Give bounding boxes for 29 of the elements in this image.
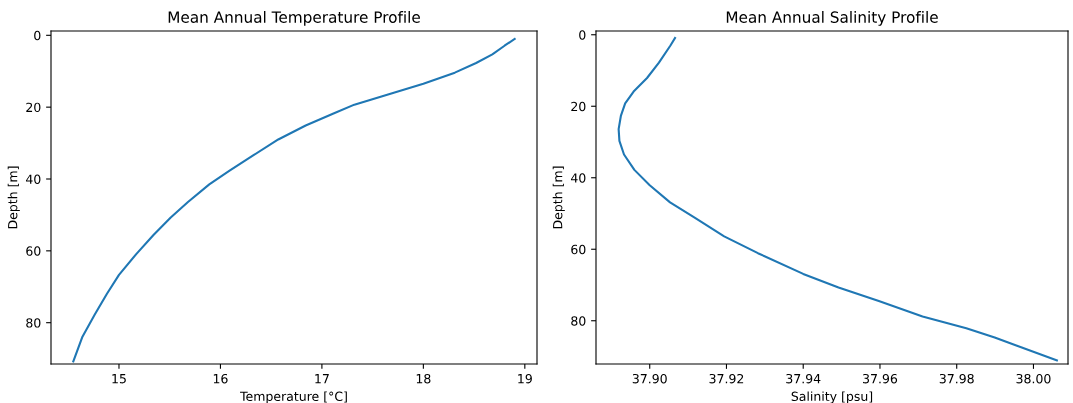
- x-tick-label: 17: [315, 374, 329, 384]
- y-tick-label: 0: [579, 30, 586, 40]
- x-tick-label: 19: [518, 373, 532, 384]
- x-tick-label: 15: [112, 374, 126, 384]
- y-tick-label: 0: [34, 30, 41, 41]
- y-axis-title: Depth [m]: [552, 166, 565, 229]
- x-tick-label: 37.94: [786, 373, 821, 384]
- x-tick-label: 37.90: [632, 373, 667, 384]
- y-tick-label: 60: [571, 244, 586, 255]
- y-tick-label: 80: [26, 318, 41, 328]
- x-tick-label: 37.92: [709, 373, 744, 384]
- y-tick-label: 20: [571, 101, 586, 112]
- y-tick-label: 20: [26, 102, 41, 113]
- x-tick-label: 18: [416, 373, 431, 384]
- line-series: [617, 36, 1058, 362]
- x-tick-label: 16: [213, 373, 228, 384]
- line-series: [72, 37, 516, 363]
- y-tick-label: 60: [26, 246, 41, 256]
- y-tick-label: 40: [25, 174, 41, 184]
- x-tick-label: 37.98: [939, 373, 974, 384]
- chart-title: Mean Annual Temperature Profile: [168, 11, 420, 26]
- chart-title: Mean Annual Salinity Profile: [726, 11, 938, 26]
- x-axis-title: Temperature [°C]: [240, 391, 347, 403]
- x-axis-title: Salinity [psu]: [791, 391, 873, 403]
- y-tick-label: 40: [570, 173, 586, 183]
- x-tick-label: 37.96: [863, 373, 898, 384]
- y-tick-label: 80: [571, 316, 586, 326]
- y-axis-title: Depth [m]: [7, 166, 20, 229]
- x-tick-label: 38.00: [1016, 373, 1051, 384]
